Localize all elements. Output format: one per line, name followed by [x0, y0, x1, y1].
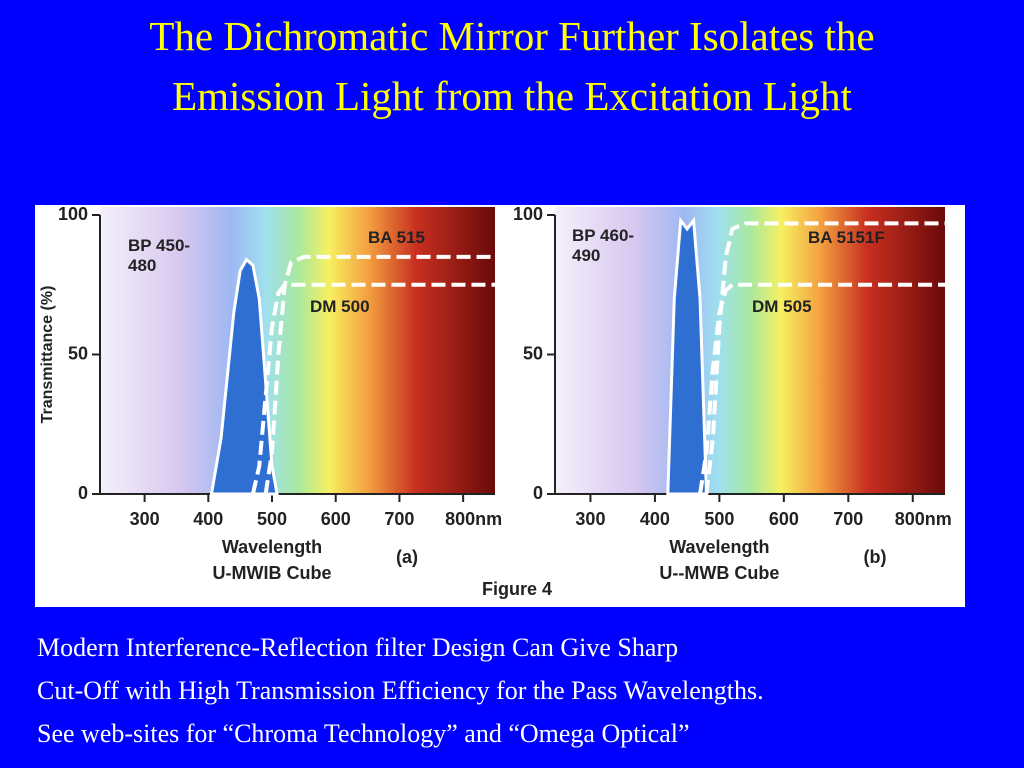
x-axis-label: Wavelength: [669, 537, 769, 557]
filter-line: [250, 282, 495, 495]
body-text: Modern Interference-Reflection filter De…: [37, 626, 764, 755]
x-tick-label: 700: [833, 509, 863, 529]
x-tick-label: 400: [193, 509, 223, 529]
y-tick-label: 100: [513, 204, 543, 224]
slide-title: The Dichromatic Mirror Further Isolates …: [149, 13, 875, 119]
y-axis-label: Transmittance (%): [39, 286, 56, 424]
x-tick-label: 400: [640, 509, 670, 529]
body-line: See web-sites for “Chroma Technology” an…: [37, 719, 690, 748]
x-tick-label: 500: [257, 509, 287, 529]
plot-background: [555, 207, 945, 494]
x-tick-label: 600: [321, 509, 351, 529]
figure-caption: Figure 4: [482, 579, 552, 599]
x-tick-label: 300: [575, 509, 605, 529]
filter-line: [698, 282, 945, 495]
series-label: DM 500: [310, 297, 370, 316]
x-tick-label: 500: [704, 509, 734, 529]
x-tick-label: 800nm: [445, 509, 502, 529]
x-tick-label: 600: [769, 509, 799, 529]
x-tick-label: 700: [384, 509, 414, 529]
y-tick-label: 50: [523, 343, 543, 363]
y-tick-label: 100: [58, 204, 88, 224]
series-label: DM 505: [752, 297, 812, 316]
y-tick-label: 0: [78, 483, 88, 503]
body-line: Modern Interference-Reflection filter De…: [37, 633, 679, 662]
x-tick-label: 800nm: [895, 509, 952, 529]
body-line: Cut-Off with High Transmission Efficienc…: [37, 676, 764, 705]
series-label: BP 460-490: [572, 226, 635, 265]
subtitle: U-MWIB Cube: [213, 563, 332, 583]
series-label: BA 5151F: [808, 228, 885, 247]
panel-label: (b): [864, 547, 887, 567]
series-label: BA 515: [368, 228, 426, 247]
panel-label: (a): [396, 547, 418, 567]
plot-background: [100, 207, 495, 494]
series-label: BP 450-480: [128, 236, 191, 275]
y-tick-label: 0: [533, 483, 543, 503]
y-tick-label: 50: [68, 343, 88, 363]
subtitle: U--MWB Cube: [659, 563, 779, 583]
band-area: [209, 257, 279, 496]
x-axis-label: Wavelength: [222, 537, 322, 557]
x-tick-label: 300: [130, 509, 160, 529]
filter-line: [704, 221, 945, 495]
